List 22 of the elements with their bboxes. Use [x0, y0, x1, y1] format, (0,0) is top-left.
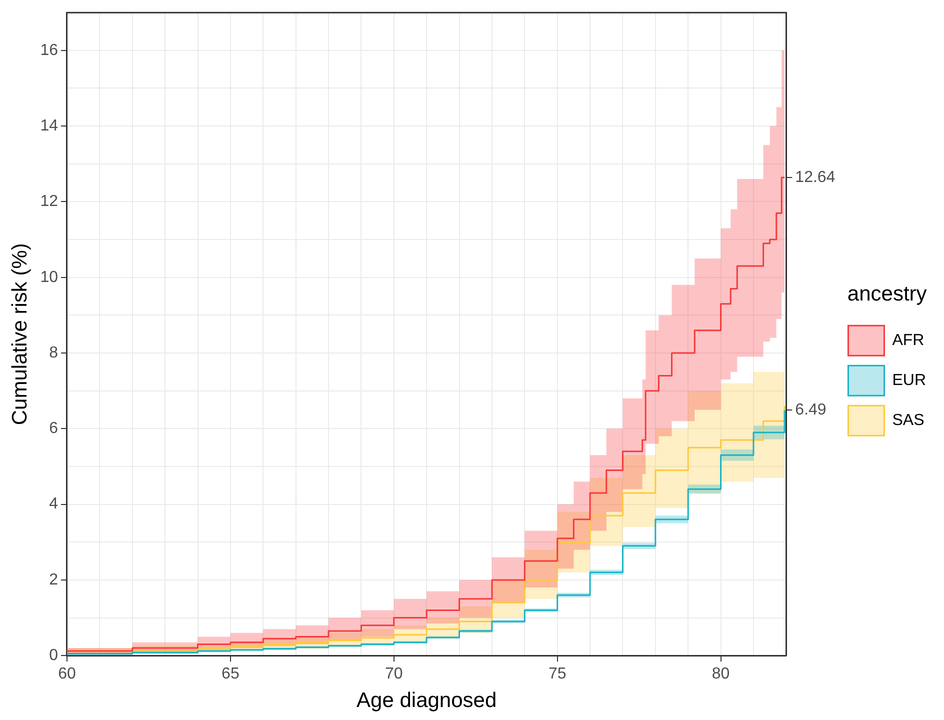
x-tick-label: 60	[58, 666, 76, 683]
y2-tick-label: 6.49	[795, 402, 826, 419]
y-tick-label: 10	[40, 268, 58, 286]
y-axis-title: Cumulative risk (%)	[8, 243, 32, 426]
y2-tick-label: 12.64	[795, 168, 836, 186]
y-tick-label: 8	[49, 344, 58, 362]
y-tick-label: 2	[49, 571, 58, 588]
y-tick-label: 6	[49, 420, 58, 438]
legend-title: ancestry	[847, 282, 928, 306]
x-tick-label: 65	[222, 666, 240, 683]
legend-label: SAS	[892, 412, 924, 430]
legend-label: AFR	[892, 332, 924, 350]
y-tick-label: 0	[49, 647, 58, 664]
x-tick-label: 75	[548, 666, 566, 683]
x-axis-title: Age diagnosed	[356, 689, 497, 712]
y-tick-label: 12	[40, 193, 58, 210]
y-tick-label: 4	[49, 496, 58, 513]
y-tick-label: 16	[40, 42, 58, 59]
x-tick-label: 80	[712, 666, 730, 683]
y-tick-label: 14	[40, 117, 58, 134]
legend-label: EUR	[892, 372, 926, 390]
x-tick-label: 70	[385, 666, 403, 683]
